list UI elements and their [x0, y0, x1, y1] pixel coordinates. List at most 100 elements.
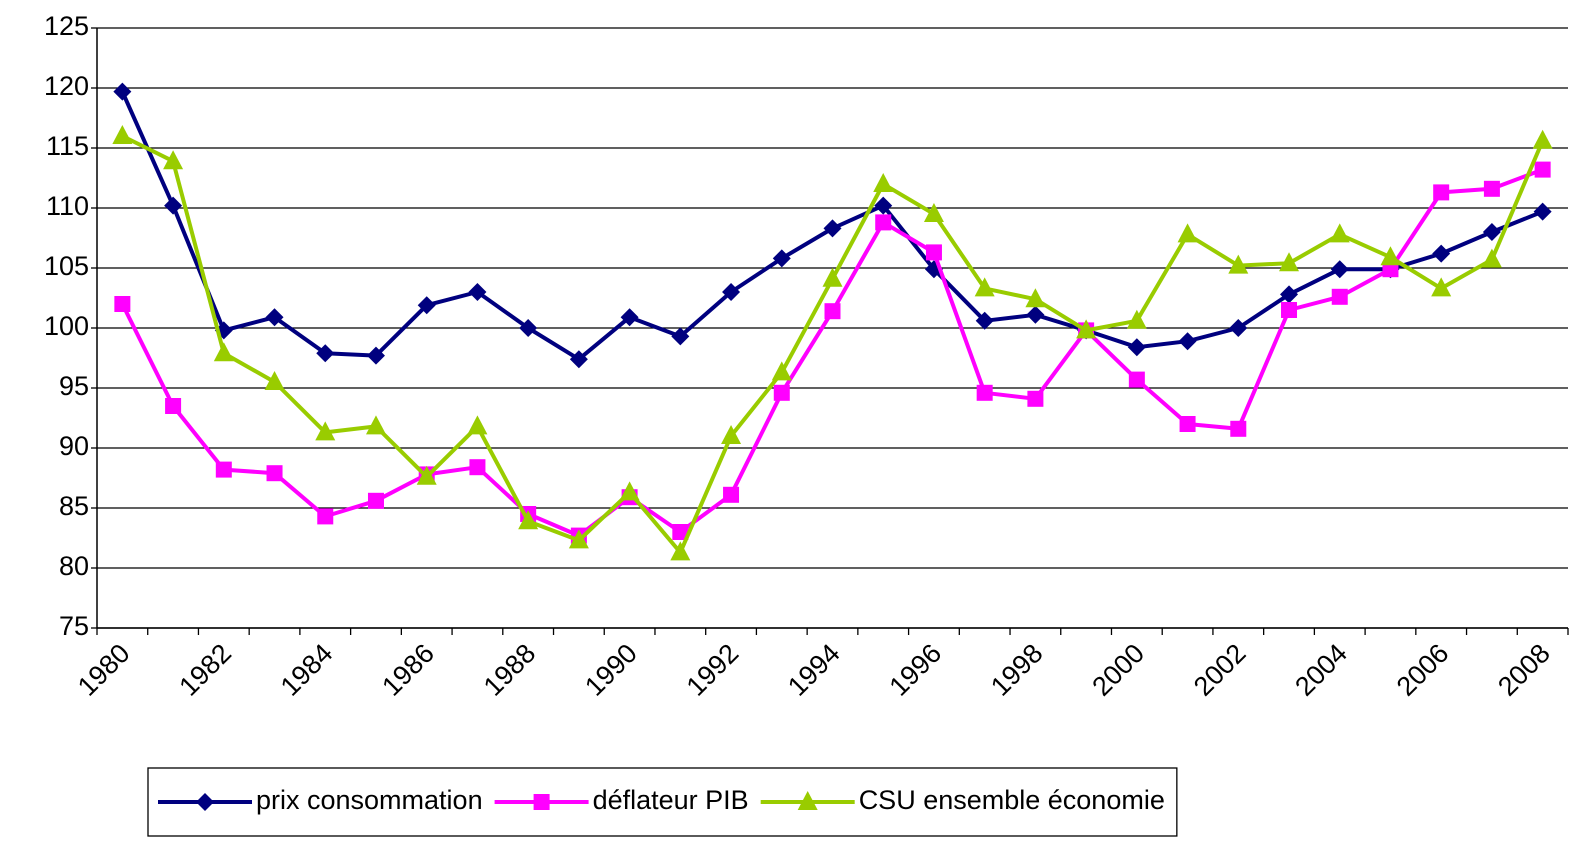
marker [772, 249, 791, 268]
x-tick-label: 2000 [1086, 638, 1150, 702]
marker [723, 486, 740, 503]
marker [1483, 180, 1500, 197]
marker [518, 510, 539, 530]
y-tick-label: 115 [46, 131, 89, 161]
marker [1025, 288, 1046, 308]
marker [1533, 202, 1552, 221]
marker [1433, 184, 1450, 201]
marker [1380, 246, 1401, 266]
y-tick-label: 120 [44, 71, 89, 101]
x-tick-label: 2008 [1492, 638, 1556, 702]
legend-label: déflateur PIB [593, 785, 749, 815]
y-tick-label: 105 [44, 251, 89, 281]
x-tick-label: 1992 [681, 638, 745, 702]
marker [874, 196, 893, 215]
x-tick-label: 1988 [478, 638, 542, 702]
marker [1179, 416, 1196, 432]
marker [1230, 420, 1247, 437]
marker [317, 508, 334, 525]
marker [468, 283, 487, 301]
marker [569, 350, 588, 369]
y-tick-label: 110 [46, 191, 89, 221]
marker [923, 203, 944, 222]
x-tick-label: 1998 [985, 638, 1049, 702]
marker [1534, 161, 1551, 178]
x-tick-label: 2002 [1188, 638, 1252, 702]
marker [773, 384, 790, 401]
marker [1532, 129, 1553, 149]
x-tick-label: 2004 [1289, 638, 1353, 702]
marker [114, 296, 131, 312]
marker [824, 303, 841, 320]
marker [771, 361, 792, 381]
marker [1330, 260, 1349, 279]
marker [974, 277, 995, 297]
y-tick-label: 85 [59, 491, 89, 521]
marker [1432, 244, 1451, 263]
marker [533, 794, 550, 810]
marker [1178, 332, 1197, 351]
marker [1027, 390, 1044, 407]
x-tick-label: 1996 [884, 638, 948, 702]
x-tick-label: 1984 [275, 638, 339, 702]
marker [164, 196, 183, 215]
marker [1482, 223, 1501, 241]
marker [165, 398, 182, 414]
marker [112, 125, 133, 144]
marker [1076, 319, 1097, 339]
y-tick-label: 80 [59, 551, 89, 581]
marker [1128, 371, 1145, 388]
marker [671, 327, 690, 346]
marker [1281, 302, 1298, 318]
x-tick-label: 1990 [579, 638, 643, 702]
marker [265, 308, 284, 327]
marker [1329, 223, 1350, 243]
marker [416, 465, 437, 485]
marker [213, 342, 234, 362]
marker [1279, 252, 1300, 272]
legend-box [147, 767, 1178, 837]
marker [1127, 338, 1146, 357]
marker [264, 371, 285, 390]
marker [721, 425, 742, 444]
marker [365, 415, 386, 435]
marker [873, 173, 894, 192]
marker [672, 524, 689, 540]
marker [1026, 305, 1045, 324]
marker [1331, 288, 1348, 305]
marker [519, 319, 538, 337]
marker [417, 296, 436, 315]
marker [163, 150, 184, 170]
marker [875, 214, 892, 231]
marker [1229, 319, 1248, 337]
marker [266, 465, 283, 482]
marker [975, 311, 994, 330]
x-tick-label: 2006 [1391, 638, 1455, 702]
marker [823, 219, 842, 238]
y-tick-label: 100 [44, 311, 89, 341]
x-tick-label: 1986 [376, 638, 440, 702]
marker [1126, 309, 1147, 329]
legend: prix consommation déflateur PIB CSU ensemb… [147, 767, 1178, 837]
marker [925, 244, 942, 261]
marker [1280, 285, 1299, 304]
x-tick-label: 1980 [72, 638, 136, 702]
marker [797, 791, 818, 810]
marker [670, 541, 691, 561]
marker [1481, 248, 1502, 268]
marker [315, 421, 336, 441]
marker [1228, 254, 1249, 274]
marker [215, 461, 232, 478]
y-tick-label: 95 [59, 371, 89, 401]
marker [469, 459, 486, 476]
marker [467, 415, 488, 435]
marker [1431, 277, 1452, 297]
legend-label: prix consommation [256, 785, 483, 815]
marker [366, 346, 385, 365]
marker [822, 267, 843, 287]
y-tick-label: 75 [59, 611, 89, 641]
marker [316, 344, 335, 363]
marker [113, 82, 132, 101]
